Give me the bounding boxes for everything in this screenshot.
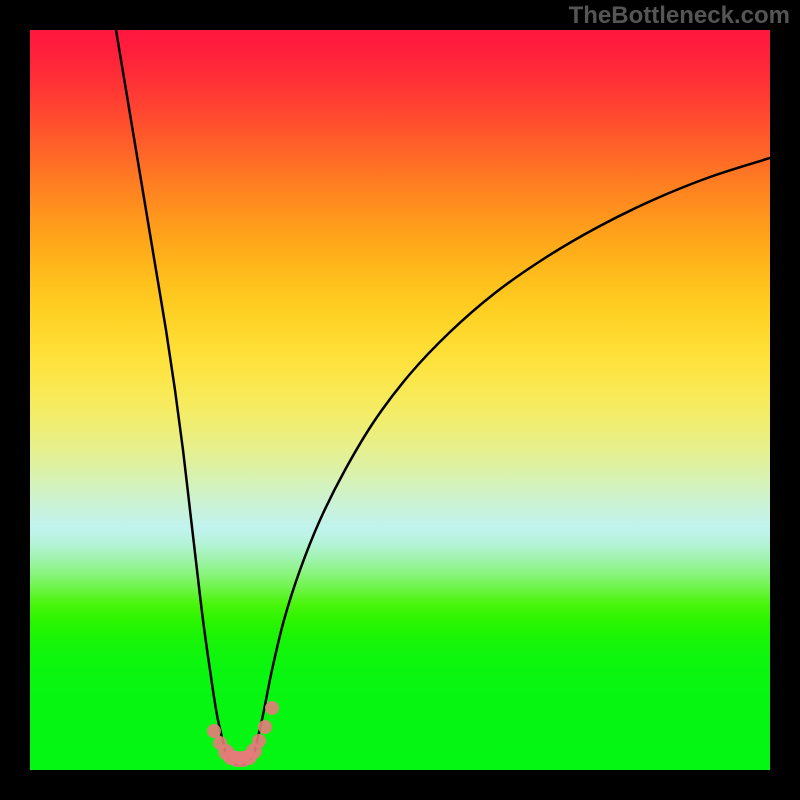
gradient-background bbox=[30, 30, 770, 770]
watermark-text: TheBottleneck.com bbox=[569, 2, 790, 30]
plot-area bbox=[30, 30, 770, 770]
valley-marker bbox=[252, 734, 266, 748]
valley-marker bbox=[265, 701, 279, 715]
valley-marker bbox=[258, 720, 272, 734]
valley-marker bbox=[207, 724, 221, 738]
bottleneck-chart-svg bbox=[30, 30, 770, 770]
